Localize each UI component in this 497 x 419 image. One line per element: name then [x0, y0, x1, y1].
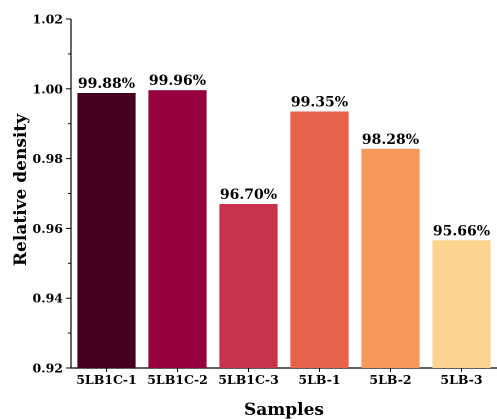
y-tick-label: 0.98 — [33, 151, 64, 166]
bar-5LB1C-3 — [219, 203, 278, 368]
x-tick-label: 5LB-1 — [298, 372, 340, 387]
data-labels-group: 99.88% 99.96% 96.70% 99.35% 98.28% 95.66% — [78, 73, 490, 239]
bar-5LB-3 — [432, 240, 491, 368]
data-label: 99.35% — [291, 94, 348, 110]
x-tick-label: 5LB-3 — [440, 372, 482, 387]
y-tick-label: 0.96 — [33, 221, 64, 236]
y-axis-title: Relative density — [11, 113, 31, 266]
bar-5LB-2 — [361, 148, 420, 368]
bar-5LB1C-1 — [77, 92, 136, 368]
x-tick-label: 5LB-2 — [369, 372, 411, 387]
y-tick-label: 0.94 — [33, 291, 64, 306]
x-tick-label: 5LB1C-2 — [147, 372, 208, 387]
bars-group — [77, 90, 491, 369]
y-tick-label: 1.02 — [33, 12, 63, 27]
y-tick-label: 0.92 — [33, 361, 63, 376]
data-label: 96.70% — [220, 187, 277, 203]
data-label: 99.88% — [78, 76, 135, 92]
bar-5LB1C-2 — [148, 90, 207, 369]
x-tick-label: 5LB1C-3 — [218, 372, 279, 387]
x-axis-title: Samples — [244, 400, 324, 419]
y-tick-label: 1.00 — [33, 81, 64, 96]
ticks-group: 0.92 0.94 0.96 0.98 1.00 1.02 5LB1C-1 5LB1C-2 5L… — [33, 12, 483, 388]
data-label: 99.96% — [149, 73, 206, 89]
data-label: 95.66% — [433, 223, 490, 239]
bar-5LB-1 — [290, 111, 349, 369]
x-tick-label: 5LB1C-1 — [76, 372, 137, 387]
data-label: 98.28% — [362, 132, 419, 148]
